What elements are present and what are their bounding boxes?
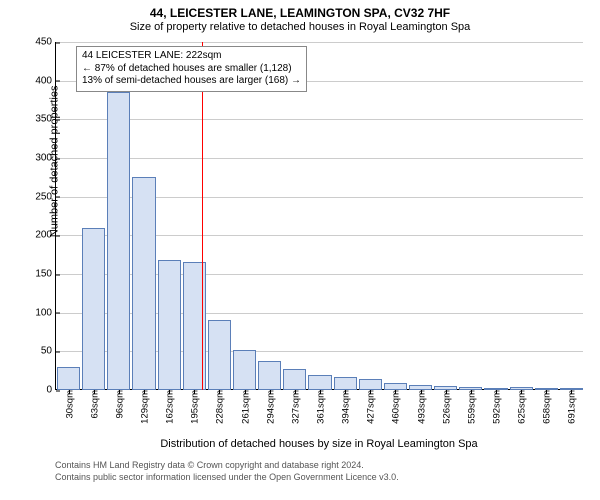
x-tick-label: 493sqm xyxy=(414,390,427,424)
y-tick-label: 400 xyxy=(35,75,56,86)
annotation-box: 44 LEICESTER LANE: 222sqm← 87% of detach… xyxy=(76,46,307,92)
y-tick-label: 150 xyxy=(35,269,56,280)
histogram-bar xyxy=(283,369,306,390)
x-tick-label: 592sqm xyxy=(490,390,503,424)
histogram-bar xyxy=(308,375,331,390)
x-tick-label: 625sqm xyxy=(515,390,528,424)
y-tick-label: 100 xyxy=(35,307,56,318)
chart-title: 44, LEICESTER LANE, LEAMINGTON SPA, CV32… xyxy=(0,0,600,20)
reference-line xyxy=(202,42,203,390)
histogram-bar xyxy=(233,350,256,390)
grid-line xyxy=(56,158,583,159)
y-tick-label: 350 xyxy=(35,114,56,125)
x-tick-label: 691sqm xyxy=(565,390,578,424)
annotation-line: 44 LEICESTER LANE: 222sqm xyxy=(82,50,301,63)
annotation-line: ← 87% of detached houses are smaller (1,… xyxy=(82,63,301,76)
y-tick-label: 300 xyxy=(35,153,56,164)
chart-container: 44, LEICESTER LANE, LEAMINGTON SPA, CV32… xyxy=(0,0,600,500)
histogram-bar xyxy=(82,228,105,390)
histogram-bar xyxy=(158,260,181,390)
histogram-bar xyxy=(107,92,130,390)
y-tick-label: 250 xyxy=(35,191,56,202)
grid-line xyxy=(56,119,583,120)
histogram-bar xyxy=(208,320,231,390)
y-tick-label: 450 xyxy=(35,37,56,48)
histogram-bar xyxy=(132,177,155,390)
y-tick-label: 0 xyxy=(46,385,56,396)
plot-area: 05010015020025030035040045030sqm63sqm96s… xyxy=(55,42,583,390)
footer-line-1: Contains HM Land Registry data © Crown c… xyxy=(55,460,364,470)
chart-subtitle: Size of property relative to detached ho… xyxy=(0,20,600,37)
x-tick-label: 162sqm xyxy=(163,390,176,424)
grid-line xyxy=(56,42,583,43)
x-tick-label: 559sqm xyxy=(464,390,477,424)
x-tick-label: 261sqm xyxy=(238,390,251,424)
histogram-bar xyxy=(334,377,357,390)
x-tick-label: 658sqm xyxy=(540,390,553,424)
x-tick-label: 228sqm xyxy=(213,390,226,424)
x-tick-label: 294sqm xyxy=(263,390,276,424)
x-tick-label: 96sqm xyxy=(112,390,125,419)
y-tick-label: 200 xyxy=(35,230,56,241)
x-tick-label: 361sqm xyxy=(314,390,327,424)
x-axis-label: Distribution of detached houses by size … xyxy=(55,438,583,450)
x-tick-label: 427sqm xyxy=(364,390,377,424)
x-tick-label: 394sqm xyxy=(339,390,352,424)
x-tick-label: 30sqm xyxy=(62,390,75,419)
annotation-line: 13% of semi-detached houses are larger (… xyxy=(82,75,301,88)
x-tick-label: 129sqm xyxy=(138,390,151,424)
histogram-bar xyxy=(258,361,281,390)
histogram-bar xyxy=(359,379,382,390)
x-tick-label: 460sqm xyxy=(389,390,402,424)
footer-line-2: Contains public sector information licen… xyxy=(55,472,399,482)
x-tick-label: 327sqm xyxy=(288,390,301,424)
x-tick-label: 195sqm xyxy=(188,390,201,424)
x-tick-label: 63sqm xyxy=(87,390,100,419)
y-tick-label: 50 xyxy=(41,346,56,357)
x-tick-label: 526sqm xyxy=(439,390,452,424)
histogram-bar xyxy=(57,367,80,390)
